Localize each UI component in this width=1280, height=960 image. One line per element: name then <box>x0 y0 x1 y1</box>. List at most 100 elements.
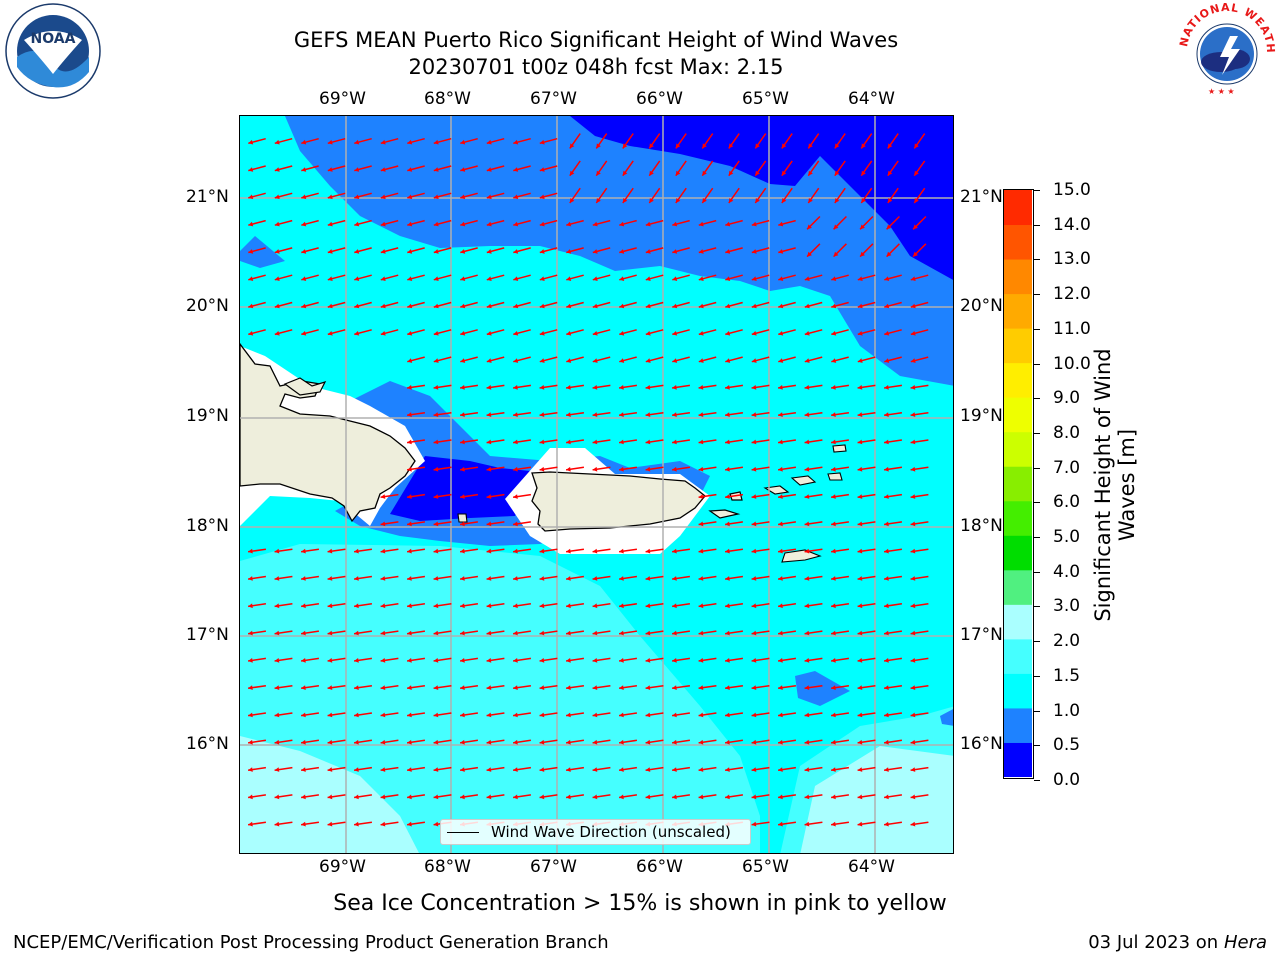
wave-direction-arrowhead <box>857 630 863 636</box>
wave-direction-arrowhead <box>566 576 571 581</box>
colorbar-tick-mark <box>1034 641 1040 643</box>
wave-direction-arrowhead <box>751 412 757 417</box>
wave-direction-arrowhead <box>592 548 598 554</box>
wave-direction-arrowhead <box>354 139 360 145</box>
lon-label-top: 69°W <box>319 89 366 109</box>
wave-direction-arrowhead <box>354 303 360 309</box>
wave-direction-arrowhead <box>622 198 628 203</box>
wave-direction-arrowhead <box>486 767 492 772</box>
wave-direction-arrowhead <box>751 521 757 527</box>
colorbar-tick-mark <box>1034 537 1040 539</box>
wave-direction-arrowhead <box>884 494 889 499</box>
wave-direction-arrowhead <box>274 767 280 772</box>
wave-direction-arrowhead <box>380 521 386 527</box>
wave-direction-arrowhead <box>433 739 439 745</box>
lat-label-left: 20°N <box>186 296 229 316</box>
colorbar-swatch <box>1004 604 1032 640</box>
wave-direction-arrowhead <box>301 685 306 690</box>
wave-direction-arrowhead <box>778 739 783 745</box>
wave-direction-arrowhead <box>513 466 518 472</box>
wave-direction-arrowhead <box>539 767 545 772</box>
wave-direction-arrowhead <box>433 303 439 309</box>
wave-direction-arrowhead <box>248 767 253 772</box>
wave-direction-arrowhead <box>910 576 916 581</box>
wave-direction-arrowhead <box>619 249 625 254</box>
wave-direction-arrowhead <box>672 712 677 718</box>
wave-direction-arrowhead <box>698 249 704 254</box>
wave-direction-arrowhead <box>566 712 571 718</box>
colorbar-tick-label: 2.0 <box>1053 631 1081 652</box>
wave-direction-arrowhead <box>910 494 916 499</box>
wave-direction-arrowhead <box>831 439 836 445</box>
wave-direction-arrowhead <box>248 249 254 254</box>
wave-direction-arrowhead <box>910 794 916 800</box>
wave-direction-arrowhead <box>380 494 386 499</box>
wave-direction-arrowhead <box>831 712 836 718</box>
wave-direction-arrowhead <box>569 143 575 149</box>
wave-direction-arrowhead <box>301 739 306 745</box>
wave-direction-arrowhead <box>274 576 280 581</box>
wave-direction-arrowhead <box>914 198 919 203</box>
wave-direction-arrowhead <box>778 548 783 554</box>
wave-direction-arrowhead <box>433 494 439 499</box>
wave-direction-arrowhead <box>433 276 439 281</box>
wave-direction-arrowhead <box>248 194 254 200</box>
wave-direction-arrowhead <box>781 143 787 149</box>
wave-direction-arrowhead <box>407 167 413 172</box>
wave-direction-arrowhead <box>884 821 889 827</box>
wave-direction-arrowhead <box>751 767 757 772</box>
wave-direction-arrowhead <box>513 658 518 663</box>
wave-direction-arrowhead <box>513 794 518 800</box>
wave-direction-arrowhead <box>592 739 598 745</box>
wave-direction-arrowhead <box>407 358 413 363</box>
wave-direction-arrowhead <box>831 630 836 636</box>
wave-direction-arrowhead <box>354 548 359 554</box>
wave-direction-arrowhead <box>592 385 598 390</box>
nws-logo: NATIONAL WEATHER SERVICE ★ ★ ★ <box>1173 0 1276 100</box>
wave-direction-arrowhead <box>778 466 783 472</box>
wave-direction-arrowhead <box>778 221 784 227</box>
wave-direction-arrowhead <box>566 685 571 690</box>
wave-direction-arrowhead <box>327 303 333 309</box>
wave-direction-arrowhead <box>778 412 783 417</box>
wave-direction-arrowhead <box>539 576 545 581</box>
wave-direction-arrowhead <box>327 794 333 800</box>
wave-direction-arrowhead <box>566 303 572 309</box>
wave-direction-arrowhead <box>751 439 757 445</box>
wave-direction-arrowhead <box>725 439 730 445</box>
wave-direction-arrowhead <box>702 170 707 176</box>
wave-direction-arrowhead <box>566 358 572 363</box>
wave-direction-arrowhead <box>539 385 545 390</box>
wave-direction-arrowhead <box>486 439 492 445</box>
wave-direction-arrowhead <box>569 170 575 176</box>
lat-label-left: 18°N <box>186 516 229 536</box>
wave-direction-arrowhead <box>831 331 837 336</box>
plot-subtitle: 20230701 t00z 048h fcst Max: 2.15 <box>408 55 784 79</box>
wave-direction-arrowhead <box>274 303 280 309</box>
wave-direction-arrowhead <box>804 794 810 800</box>
wave-direction-arrowhead <box>857 494 863 499</box>
wave-direction-arrowhead <box>248 821 253 827</box>
wave-direction-arrowhead <box>301 331 307 336</box>
lat-label-right: 20°N <box>960 296 1003 316</box>
wave-direction-arrowhead <box>645 331 651 336</box>
wave-direction-arrowhead <box>910 303 916 309</box>
wave-direction-arrowhead <box>539 712 545 718</box>
colorbar-tick-label: 10.0 <box>1053 353 1091 374</box>
lon-label-bottom: 65°W <box>742 857 789 877</box>
wave-direction-arrowhead <box>248 303 254 309</box>
wave-direction-arrowhead <box>569 198 575 203</box>
wave-direction-arrowhead <box>751 794 757 800</box>
colorbar-tick-mark <box>1034 675 1040 677</box>
wave-direction-arrowhead <box>407 439 412 445</box>
wave-direction-arrowhead <box>539 167 545 172</box>
wave-direction-arrowhead <box>301 249 307 254</box>
lon-label-top: 64°W <box>848 89 895 109</box>
wave-direction-arrowhead <box>327 712 333 718</box>
wave-direction-arrowhead <box>831 358 837 363</box>
wave-direction-arrowhead <box>539 331 545 336</box>
colorbar-swatch <box>1004 259 1032 295</box>
wave-direction-arrowhead <box>857 685 863 690</box>
wave-direction-arrowhead <box>274 276 280 281</box>
wave-direction-arrowhead <box>910 331 916 336</box>
